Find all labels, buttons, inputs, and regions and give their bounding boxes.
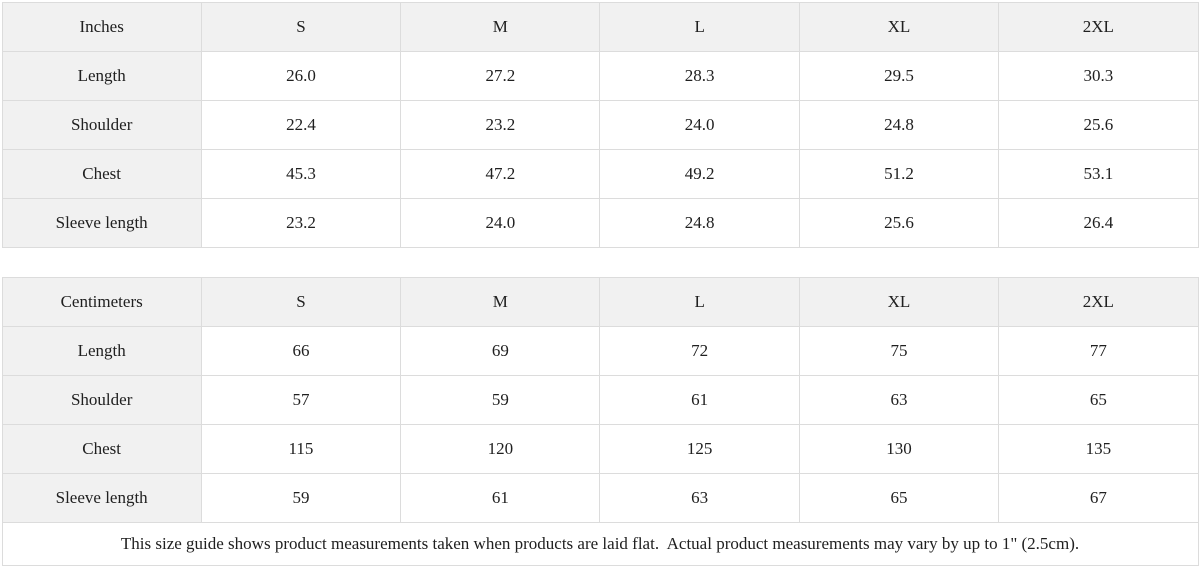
- unit-header-cell: Inches: [1, 2, 202, 52]
- measurement-value: 65: [998, 375, 1199, 425]
- size-column-header: M: [400, 2, 601, 52]
- measurement-value: 67: [998, 473, 1199, 523]
- measurement-label: Sleeve length: [1, 473, 202, 523]
- size-table-header-row: Inches S M L XL 2XL: [1, 2, 1199, 52]
- size-column-header: L: [599, 277, 800, 327]
- size-guide: Inches S M L XL 2XL Length 26.0 27.2 28.3 29.5 30.3…: [1, 2, 1199, 566]
- measurement-value: 125: [599, 424, 800, 474]
- measurement-value: 77: [998, 326, 1199, 376]
- inches-size-table: Inches S M L XL 2XL Length 26.0 27.2 28.3 29.5 30.3…: [1, 2, 1199, 248]
- size-table-header-row: Centimeters S M L XL 2XL: [1, 277, 1199, 327]
- measurement-value: 23.2: [400, 100, 601, 150]
- measurement-value: 25.6: [998, 100, 1199, 150]
- measurement-row: Chest 115 120 125 130 135: [1, 424, 1199, 474]
- measurement-value: 65: [798, 473, 1000, 523]
- size-column-header: 2XL: [998, 2, 1199, 52]
- measurement-value: 120: [400, 424, 601, 474]
- measurement-value: 24.0: [599, 100, 800, 150]
- size-column-header: L: [599, 2, 800, 52]
- measurement-label: Shoulder: [1, 100, 202, 150]
- measurement-value: 59: [200, 473, 402, 523]
- measurement-value: 61: [400, 473, 601, 523]
- measurement-value: 47.2: [400, 149, 601, 199]
- size-column-header: S: [200, 2, 402, 52]
- measurement-value: 23.2: [200, 198, 402, 248]
- measurement-row: Length 66 69 72 75 77: [1, 326, 1199, 376]
- measurement-value: 26.4: [998, 198, 1199, 248]
- size-column-header: XL: [798, 2, 1000, 52]
- measurement-row: Shoulder 22.4 23.2 24.0 24.8 25.6: [1, 100, 1199, 150]
- size-column-header: M: [400, 277, 601, 327]
- measurement-label: Shoulder: [1, 375, 202, 425]
- centimeters-size-table: Centimeters S M L XL 2XL Length 66 69 72 75 77 Shoul…: [1, 277, 1199, 523]
- measurement-value: 25.6: [798, 198, 1000, 248]
- measurement-row: Shoulder 57 59 61 63 65: [1, 375, 1199, 425]
- measurement-row: Length 26.0 27.2 28.3 29.5 30.3: [1, 51, 1199, 101]
- measurement-row: Sleeve length 59 61 63 65 67: [1, 473, 1199, 523]
- size-guide-note: This size guide shows product measuremen…: [1, 523, 1199, 566]
- measurement-value: 30.3: [998, 51, 1199, 101]
- measurement-value: 29.5: [798, 51, 1000, 101]
- measurement-value: 69: [400, 326, 601, 376]
- measurement-value: 27.2: [400, 51, 601, 101]
- measurement-value: 24.0: [400, 198, 601, 248]
- measurement-value: 135: [998, 424, 1199, 474]
- table-spacer: [1, 248, 1199, 277]
- measurement-value: 66: [200, 326, 402, 376]
- measurement-label: Length: [1, 51, 202, 101]
- size-column-header: 2XL: [998, 277, 1199, 327]
- measurement-value: 63: [599, 473, 800, 523]
- measurement-value: 24.8: [798, 100, 1000, 150]
- measurement-value: 45.3: [200, 149, 402, 199]
- measurement-value: 49.2: [599, 149, 800, 199]
- measurement-value: 22.4: [200, 100, 402, 150]
- measurement-value: 59: [400, 375, 601, 425]
- measurement-value: 28.3: [599, 51, 800, 101]
- size-column-header: XL: [798, 277, 1000, 327]
- measurement-value: 75: [798, 326, 1000, 376]
- size-column-header: S: [200, 277, 402, 327]
- measurement-value: 26.0: [200, 51, 402, 101]
- measurement-value: 24.8: [599, 198, 800, 248]
- measurement-label: Chest: [1, 149, 202, 199]
- measurement-value: 57: [200, 375, 402, 425]
- measurement-row: Sleeve length 23.2 24.0 24.8 25.6 26.4: [1, 198, 1199, 248]
- measurement-value: 53.1: [998, 149, 1199, 199]
- unit-header-cell: Centimeters: [1, 277, 202, 327]
- measurement-value: 63: [798, 375, 1000, 425]
- measurement-label: Chest: [1, 424, 202, 474]
- measurement-value: 51.2: [798, 149, 1000, 199]
- measurement-label: Sleeve length: [1, 198, 202, 248]
- measurement-value: 72: [599, 326, 800, 376]
- measurement-value: 115: [200, 424, 402, 474]
- measurement-label: Length: [1, 326, 202, 376]
- measurement-value: 61: [599, 375, 800, 425]
- measurement-row: Chest 45.3 47.2 49.2 51.2 53.1: [1, 149, 1199, 199]
- measurement-value: 130: [798, 424, 1000, 474]
